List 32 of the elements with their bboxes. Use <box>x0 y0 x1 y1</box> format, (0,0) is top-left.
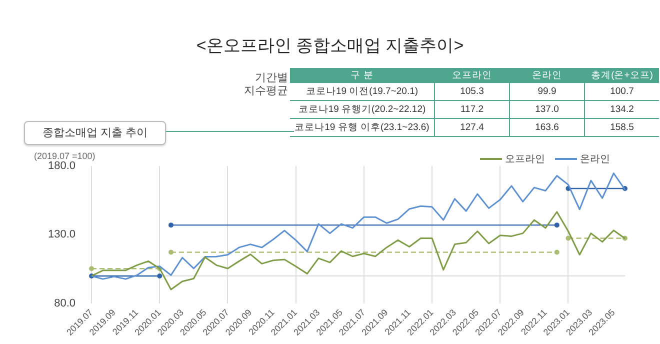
text: (2019.07 =100) <box>34 151 96 161</box>
point <box>566 236 571 241</box>
legend-label: 온라인 <box>580 154 610 165</box>
data-label: 127.4 <box>434 118 510 136</box>
legend-label: 오프라인 <box>505 154 545 165</box>
point <box>554 250 560 255</box>
data-label: 158.5 <box>584 118 659 136</box>
data-label: 137.0 <box>510 100 584 118</box>
y-tick-label: 80.0 <box>54 297 76 310</box>
legend-label: 오프라인 <box>434 68 510 83</box>
data-label: 117.2 <box>434 100 510 118</box>
legend-label: 총계(온+오프) <box>584 68 659 83</box>
point <box>168 222 174 228</box>
category-label: 코로나19 유행 이후(23.1~23.6) <box>290 118 434 136</box>
y-tick-label: 130.0 <box>48 228 76 241</box>
category-label: 코로나19 이전(19.7~20.1) <box>290 83 434 100</box>
data-label: 100.7 <box>584 83 659 100</box>
y-tick-label: 180.0 <box>48 160 76 172</box>
text: <온오프라인 종합소매업 지출추이> <box>195 35 465 57</box>
data-label: 163.6 <box>510 118 584 136</box>
data-label: 134.2 <box>584 100 659 118</box>
point <box>168 250 174 255</box>
data-label: 99.9 <box>510 83 584 100</box>
point <box>157 274 162 279</box>
text: 구 분 <box>350 70 374 81</box>
data-label: 105.3 <box>434 83 510 100</box>
point <box>554 222 560 228</box>
point <box>89 266 94 272</box>
chart-subtitle: 종합소매업 지출 추이 <box>24 121 166 145</box>
legend-label: 온라인 <box>510 68 584 83</box>
category-label: 코로나19 유행기(20.2~22.12) <box>290 100 434 118</box>
text: 기간별 지수평균 <box>243 72 288 98</box>
